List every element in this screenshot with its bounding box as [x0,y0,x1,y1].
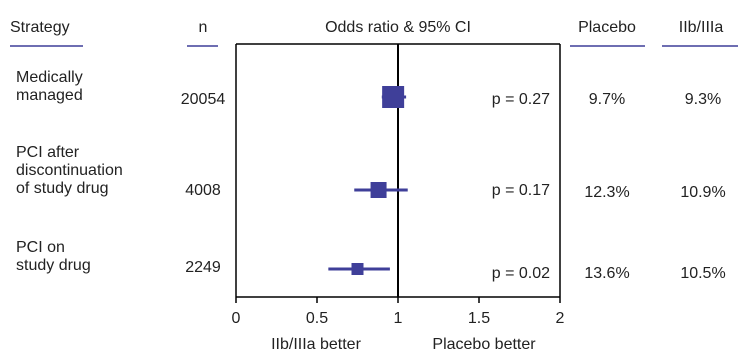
forest-row: PCI after discontinuation of study drug 400… [16,144,726,201]
row-placebo-rate: 13.6% [584,265,629,282]
header-gp: IIb/IIIa [679,19,724,36]
x-tick-label: 1 [394,310,403,327]
rows: Medically managed 20054 p = 0.27 9.7% 9.3% PCI… [16,69,726,282]
row-label-line: study drug [16,257,91,274]
favours-right-label: Placebo better [432,336,536,353]
row-placebo-rate: 12.3% [584,184,629,201]
row-label: PCI on study drug [16,239,91,274]
row-gp-rate: 10.5% [680,265,725,282]
header-strategy: Strategy [10,19,70,36]
row-n: 20054 [181,91,226,108]
row-label-line: PCI on [16,239,65,256]
header-odds-ratio: Odds ratio & 95% CI [325,19,471,36]
row-placebo-rate: 9.7% [589,91,625,108]
x-tick-label: 0.5 [306,310,328,327]
odds-ratio-marker [351,263,364,275]
row-gp-rate: 9.3% [685,91,721,108]
x-tick-label: 2 [556,310,565,327]
x-tick-label: 1.5 [468,310,490,327]
row-p-value: p = 0.17 [492,182,550,199]
row-label: Medically managed [16,69,83,104]
favours-left-label: IIb/IIIa better [271,336,362,353]
x-axis: 0 0.5 1 1.5 2 [232,297,565,327]
row-n: 4008 [185,182,221,199]
forest-row: PCI on study drug 2249 p = 0.02 13.6% 10.5% [16,239,726,282]
x-tick-label: 0 [232,310,241,327]
row-label-line: Medically [16,69,83,86]
row-gp-rate: 10.9% [680,184,725,201]
row-label-line: of study drug [16,180,109,197]
plot-frame [235,43,561,298]
odds-ratio-marker [382,86,405,108]
row-label-line: managed [16,87,83,104]
row-label-line: discontinuation [16,162,123,179]
row-n: 2249 [185,259,221,276]
row-label: PCI after discontinuation of study drug [16,144,123,197]
forest-row: Medically managed 20054 p = 0.27 9.7% 9.3% [16,69,721,108]
row-p-value: p = 0.27 [492,91,550,108]
odds-ratio-marker [370,182,387,198]
header-placebo: Placebo [578,19,636,36]
row-label-line: PCI after [16,144,80,161]
header-n: n [199,19,208,36]
row-p-value: p = 0.02 [492,265,550,282]
